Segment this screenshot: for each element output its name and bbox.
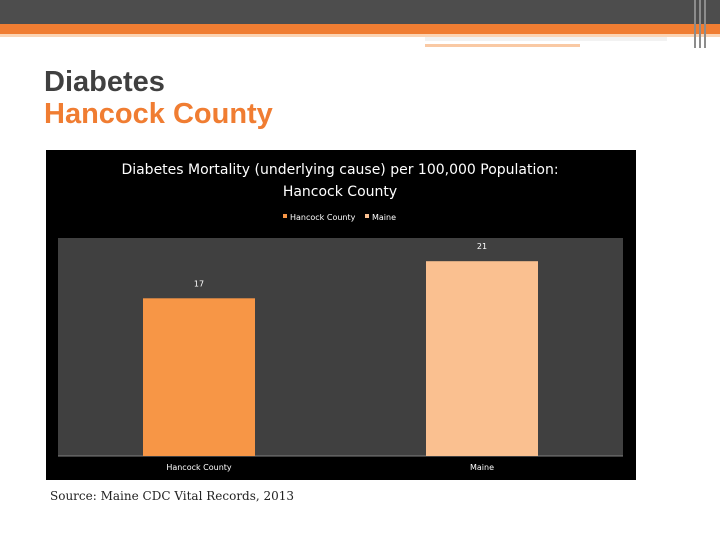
- bar-hancock: [143, 298, 255, 456]
- bar-chart: Diabetes Mortality (underlying cause) pe…: [58, 162, 623, 472]
- slide-title-line1: Diabetes: [44, 66, 165, 98]
- top-light-band: [0, 34, 720, 37]
- legend-swatch-hancock: [283, 214, 287, 218]
- top-accent-band: [0, 24, 720, 34]
- source-note: Source: Maine CDC Vital Records, 2013: [50, 489, 295, 503]
- plot-area: [58, 238, 623, 456]
- bar-maine: [426, 261, 538, 456]
- x-tick-label-maine: Maine: [470, 463, 494, 472]
- chart-title-line2: Hancock County: [283, 184, 397, 200]
- data-label-hancock: 17: [194, 279, 204, 288]
- top-light-stripe: [425, 37, 667, 41]
- legend-label-maine: Maine: [372, 213, 396, 222]
- data-label-maine: 21: [477, 242, 487, 251]
- chart-container: Diabetes Mortality (underlying cause) pe…: [46, 150, 636, 480]
- top-accent-stripe: [425, 44, 580, 47]
- slide-title: Diabetes Hancock County: [44, 66, 273, 130]
- slide-title-line2: Hancock County: [44, 98, 273, 130]
- top-band: [0, 0, 720, 24]
- chart-title-line1: Diabetes Mortality (underlying cause) pe…: [121, 162, 558, 178]
- legend-label-hancock: Hancock County: [290, 213, 356, 222]
- chart-legend: Hancock County Maine: [283, 213, 396, 222]
- legend-swatch-maine: [365, 214, 369, 218]
- corner-decoration: [692, 0, 720, 48]
- x-tick-label-hancock: Hancock County: [166, 463, 232, 472]
